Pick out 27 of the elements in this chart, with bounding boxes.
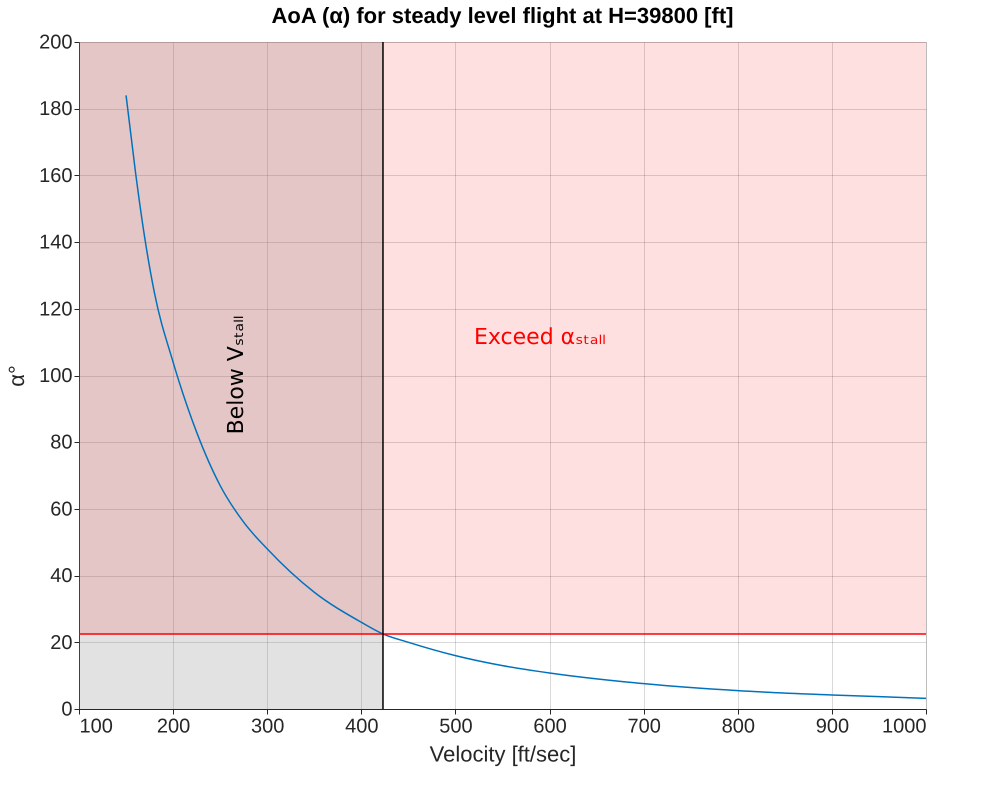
y-tick-label: 60 bbox=[50, 498, 72, 520]
x-tick-label: 1000 bbox=[882, 716, 926, 738]
y-tick-label: 120 bbox=[39, 298, 72, 320]
y-tick-label: 80 bbox=[50, 432, 72, 454]
annotation: Below Vₛₜₐₗₗ bbox=[224, 316, 249, 434]
y-tick-label: 180 bbox=[39, 98, 72, 120]
y-tick-label: 100 bbox=[39, 365, 72, 387]
x-tick-label: 400 bbox=[345, 716, 379, 738]
y-tick-label: 200 bbox=[39, 32, 72, 54]
x-tick-label: 700 bbox=[627, 716, 661, 738]
x-axis-title: Velocity [ft/sec] bbox=[430, 742, 576, 766]
y-tick-label: 0 bbox=[61, 698, 72, 720]
x-tick-label: 300 bbox=[251, 716, 284, 738]
y-axis-title: α° bbox=[4, 365, 30, 387]
x-tick-label: 900 bbox=[816, 716, 850, 738]
y-tick-label: 40 bbox=[50, 565, 72, 588]
y-tick-label: 140 bbox=[39, 232, 72, 254]
x-tick-label: 800 bbox=[722, 716, 755, 738]
chart-title: AoA (α) for steady level flight at H=39800 [ft] bbox=[272, 3, 734, 28]
y-tick-label: 20 bbox=[50, 632, 72, 654]
x-tick-label: 600 bbox=[533, 716, 567, 738]
line-series bbox=[125, 94, 927, 700]
x-tick-label: 200 bbox=[156, 716, 190, 738]
x-tick-label: 100 bbox=[80, 716, 113, 738]
y-tick-label: 160 bbox=[39, 164, 72, 187]
x-tick-label: 500 bbox=[439, 716, 473, 738]
annotation: Exceed αₛₜₐₗₗ bbox=[474, 325, 606, 350]
